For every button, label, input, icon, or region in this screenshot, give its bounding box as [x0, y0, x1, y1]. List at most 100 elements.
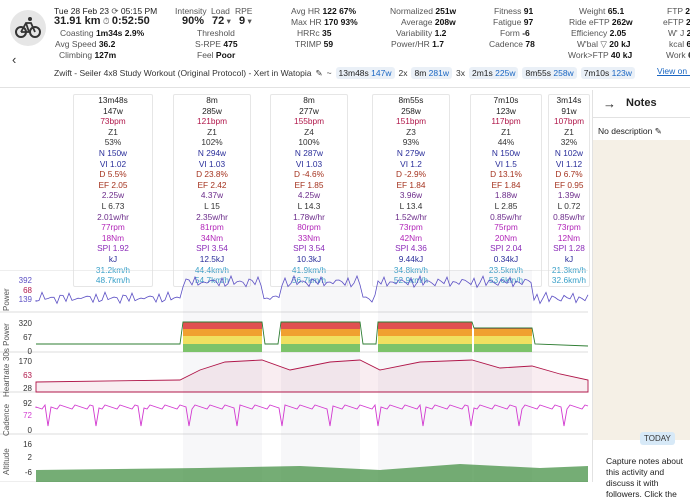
interval-pct: 100% — [298, 137, 320, 148]
interval-rpm: 77rpm — [101, 222, 125, 233]
interval-d: D 5.5% — [99, 169, 127, 180]
work-stat: Work 65 — [666, 50, 690, 60]
zone-yellow — [378, 336, 472, 344]
interval-spi: SPI 1.28 — [553, 243, 585, 254]
altitude-tick-low: -6 — [24, 468, 32, 477]
interval-whr: 1.52w/hr — [395, 211, 427, 222]
intensity-value: 90% — [182, 15, 205, 27]
view-on-strava-link[interactable]: View on S — [657, 66, 690, 76]
interval-whr: 2.01w/hr — [97, 211, 129, 222]
interval-vi: VI 1.5 — [495, 158, 517, 169]
workout-title[interactable]: Zwift - Seiler 4x8 Study Workout (Origin… — [54, 68, 312, 78]
interval-kj: kJ — [564, 253, 574, 264]
interval-bpm: 73bpm — [100, 116, 126, 127]
zone-yellow — [183, 336, 262, 344]
power-tick-low: 139 — [18, 295, 32, 304]
interval-title: 8m — [303, 95, 315, 105]
interval-spd2: 56.7km/h — [271, 275, 347, 286]
interval-n: N 102w — [554, 147, 584, 158]
interval-vi: VI 1.12 — [555, 158, 583, 169]
rpe-value[interactable]: 9 ▾ — [239, 15, 252, 27]
interval-summary-4[interactable]: 8m55s 258w — [522, 67, 577, 79]
interval-pct: 32% — [560, 137, 578, 148]
power30-chart-label: 30s Power — [2, 323, 11, 361]
ftp-stat: FTP 27 — [667, 6, 690, 16]
interval-title: 8m — [206, 95, 218, 105]
interval-pct: 44% — [497, 137, 515, 148]
interval-vi: VI 1.02 — [99, 158, 127, 169]
interval-title: 7m10s — [493, 95, 519, 105]
interval-l: L 14.3 — [297, 200, 321, 211]
interval-summary-3[interactable]: 2m1s 225w — [468, 67, 519, 79]
pencil-icon[interactable]: ✎ — [654, 126, 662, 136]
cadence-chart-label: Cadence — [2, 403, 11, 437]
interval-column[interactable]: 8m 277w 155bpm Z4 100% N 287w VI 1.03 D -4.6% EF… — [270, 94, 348, 287]
activity-header: ‹ Tue 28 Feb 23 ⟳ 05:15 PM 31.91 km ⏱ 0:… — [0, 0, 690, 88]
zone-yellow — [474, 336, 532, 344]
interval-wkg: 2.25w — [101, 190, 125, 201]
avg-hr-stat: Avg HR 122 67% — [291, 6, 357, 16]
distance-duration: 31.91 km ⏱ 0:52:50 — [54, 15, 150, 27]
feel-stat[interactable]: Feel Poor — [197, 50, 236, 60]
interval-rpm: 80rpm — [297, 222, 321, 233]
interval-nm: 12Nm — [557, 232, 581, 243]
pencil-icon[interactable]: ✎ — [315, 67, 323, 78]
load-label: Load — [211, 6, 230, 16]
arrow-right-icon[interactable]: → — [603, 96, 616, 111]
altitude-tick-mid: 2 — [27, 453, 32, 462]
heartrate-chart-label: Heartrate — [2, 363, 11, 397]
interval-pct: 93% — [402, 137, 420, 148]
fatigue-stat: Fatigue 97 — [493, 17, 534, 27]
interval-kj: kJ — [108, 253, 118, 264]
form-stat: Form -6 — [500, 28, 530, 38]
hrrc-stat: HRRc 35 — [297, 28, 332, 38]
interval-spi: SPI 3.54 — [293, 243, 325, 254]
eftp-stat: eFTP 26 — [663, 17, 690, 27]
interval-title: 3m14s — [556, 95, 582, 105]
intervals-table: 13m48s 147w 73bpm Z1 53% N 150w VI 1.02 D 5.5% E… — [0, 90, 590, 287]
interval-title: 8m55s — [398, 95, 424, 105]
interval-ef: EF 1.84 — [396, 179, 426, 190]
intensity-label: Intensity — [175, 6, 207, 16]
interval-summary-5[interactable]: 7m10s 123w — [580, 67, 635, 79]
interval-wkg: 1.88w — [494, 190, 518, 201]
interval-column[interactable]: 8m 285w 121bpm Z1 102% N 294w VI 1.03 D 23.8% EF… — [173, 94, 251, 287]
interval-kj: 9.44kJ — [398, 253, 424, 264]
interval-kj: 0.34kJ — [493, 253, 519, 264]
zone-yellow — [281, 336, 360, 344]
interval-column[interactable]: 8m55s 258w 151bpm Z3 93% N 279w VI 1.2 D -2.9% E… — [372, 94, 450, 287]
duration-value: 0:52:50 — [111, 15, 150, 27]
interval-column[interactable]: 13m48s 147w 73bpm Z1 53% N 150w VI 1.02 D 5.5% E… — [73, 94, 153, 287]
normalized-stat: Normalized 251w — [390, 6, 457, 16]
interval-n: N 279w — [396, 147, 426, 158]
interval-z: Z4 — [304, 126, 314, 137]
notes-prompt: Capture notes about this activity and di… — [606, 456, 684, 499]
zone-red — [378, 322, 472, 329]
work-ftp-stat: Work>FTP 40 kJ — [568, 50, 633, 60]
charts-svg[interactable] — [0, 269, 590, 483]
interval-wkg: 4.25w — [297, 190, 321, 201]
zone-red — [474, 328, 532, 329]
zone-orange — [378, 329, 472, 336]
zone-green — [183, 344, 262, 352]
zone-red — [281, 322, 360, 329]
interval-z: Z1 — [108, 126, 118, 137]
interval-highlight — [183, 270, 262, 482]
zone-orange — [474, 329, 532, 336]
interval-summary-2[interactable]: 8m 281w — [411, 67, 452, 79]
notes-description[interactable]: No description ✎ — [598, 126, 662, 136]
interval-column[interactable]: 3m14s 91w 107bpm Z1 32% N 102w VI 1.12 D 6.7% EF… — [548, 94, 590, 287]
back-button[interactable]: ‹ — [12, 52, 17, 67]
interval-bpm: 151bpm — [396, 116, 426, 127]
interval-wkg: 3.96w — [399, 190, 423, 201]
notes-panel: → Notes No description ✎ TODAY Capture n… — [592, 90, 690, 499]
zone-green — [378, 344, 472, 352]
interval-column[interactable]: 7m10s 123w 117bpm Z1 44% N 150w VI 1.5 D 13.1% E… — [470, 94, 542, 287]
interval-title: 13m48s — [98, 95, 128, 105]
interval-summary-1[interactable]: 13m48s 147w — [335, 67, 395, 79]
kcal-stat: kcal 62 — [669, 39, 690, 49]
zone-green — [281, 344, 360, 352]
interval-wkg: 4.37w — [200, 190, 224, 201]
interval-whr: 0.85w/hr — [490, 211, 522, 222]
power-chart-label: Power — [2, 288, 11, 312]
